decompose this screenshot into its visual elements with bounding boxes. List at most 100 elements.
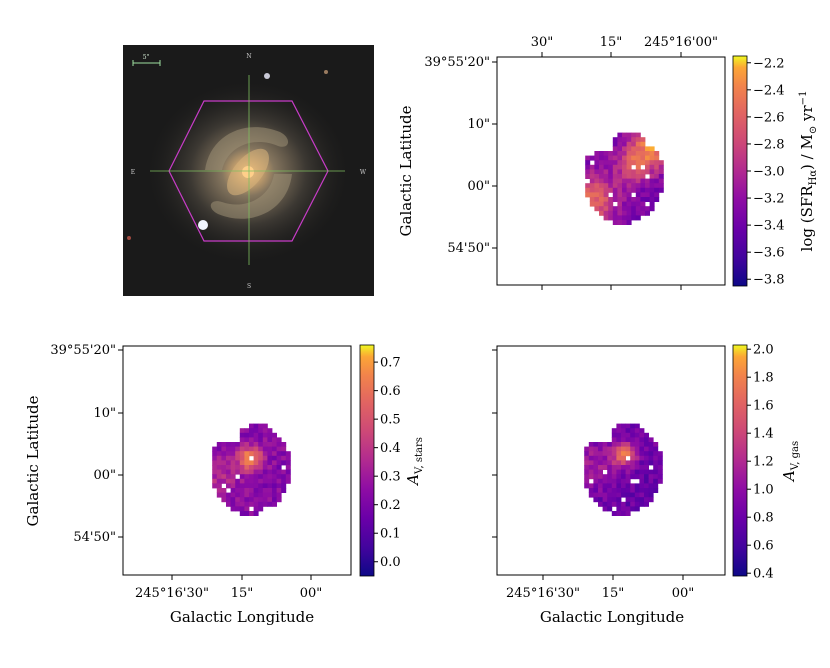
map-pixel [644,483,649,489]
map-pixel [589,169,595,175]
map-pixel [281,451,287,457]
map-pixel [244,483,250,489]
map-pixel [235,506,241,512]
map-pixel [649,206,655,212]
map-pixel [226,442,231,447]
map-pixel [281,488,287,493]
map-pixel [616,437,622,443]
map-pixel [603,151,609,156]
map-pixel [634,442,640,447]
map-pixel [599,183,604,189]
map-pixel [593,446,599,452]
map-pixel [239,478,245,484]
map-pixel [653,474,659,480]
map-pixel [648,474,654,480]
map-pixel [634,492,640,498]
map-pixel [640,197,646,202]
map-pixel [631,141,637,147]
map-pixel [644,478,649,484]
map-pixel [267,465,273,470]
sfr-map-pixels [585,132,664,225]
map-pixel [640,155,646,161]
map-pixel [262,446,268,452]
map-pixel [622,220,627,225]
map-pixel [648,437,654,443]
map-pixel [654,187,660,193]
map-pixel [612,197,618,202]
map-pixel [622,206,627,212]
map-pixel [588,474,594,480]
map-pixel [276,442,282,447]
map-pixel [267,497,273,503]
map-pixel [622,201,627,207]
map-pixel [249,465,254,470]
map-pixel [622,210,627,216]
map-pixel [617,210,623,216]
map-pixel [654,178,660,184]
map-pixel [649,155,655,161]
map-pixel [276,455,282,461]
map-pixel [253,506,259,512]
map-pixel [262,474,268,480]
map-pixel [607,460,613,466]
map-pixel [617,164,623,170]
map-pixel [626,210,632,216]
map-pixel [631,160,637,166]
colorbar-tick-label: 1.2 [753,455,774,470]
map-pixel [658,169,664,175]
map-pixel [593,465,599,470]
map-pixel [285,451,291,457]
map-pixel [249,432,254,438]
map-pixel [625,474,631,480]
map-pixel [584,455,590,461]
map-pixel [630,442,636,447]
map-pixel [653,455,659,461]
map-pixel [608,183,614,189]
map-pixel [645,146,650,152]
map-pixel [585,164,591,170]
map-pixel [262,437,268,443]
map-pixel [244,437,250,443]
colorbar-tick-label: −2.2 [753,56,785,71]
map-pixel [639,483,645,489]
map-pixel [585,174,591,179]
colorbar-tick-label: −3.4 [753,219,785,234]
map-pixel [258,501,264,507]
map-pixel [648,460,654,466]
colorbar-tick-label: 0.5 [380,413,401,428]
colorbar-tick-label: 0.8 [753,511,774,526]
map-pixel [249,446,254,452]
map-pixel [249,474,254,480]
map-pixel [634,501,640,507]
map-pixel [593,497,599,503]
map-pixel [608,215,614,221]
map-pixel [630,446,636,452]
map-pixel [625,437,631,443]
colorbar-tick-label: 0.6 [753,539,774,554]
map-pixel [634,455,640,461]
map-pixel [631,137,637,143]
map-pixel [267,492,273,498]
map-pixel [617,155,623,161]
map-pixel [630,474,636,480]
map-pixel [598,501,603,507]
x-tick-label: 245°16'00" [644,35,718,50]
map-pixel [639,488,645,493]
map-pixel [645,151,650,156]
map-pixel [588,492,594,498]
map-pixel [639,446,645,452]
map-pixel [635,201,641,207]
map-pixel [611,446,617,452]
map-pixel [230,451,236,457]
map-pixel [644,442,649,447]
map-pixel [630,492,636,498]
map-pixel [630,455,636,461]
av-gas-pixels [584,423,663,516]
map-pixel [648,492,654,498]
map-pixel [235,442,241,447]
map-pixel [625,423,631,429]
map-pixel [653,460,659,466]
map-pixel [212,455,218,461]
map-pixel [244,501,250,507]
y-tick-label: 39°55'20" [50,343,116,358]
